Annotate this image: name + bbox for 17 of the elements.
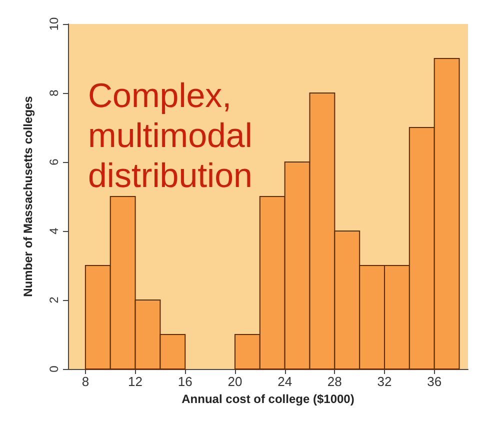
y-tick-label: 8	[47, 89, 61, 96]
y-tick-label: 4	[47, 227, 61, 234]
x-tick-label: 28	[327, 374, 342, 389]
y-tick-label: 6	[47, 158, 61, 166]
x-tick-label: 12	[128, 374, 143, 389]
y-tick-label: 10	[47, 17, 61, 31]
y-tick-label: 2	[47, 296, 61, 304]
annotation: Complex, multimodal distribution	[88, 77, 252, 195]
x-tick-label: 32	[377, 374, 392, 389]
y-axis-title: Number of Massachusetts colleges	[21, 96, 35, 297]
y-tick-label: 0	[47, 365, 61, 372]
x-tick-label: 36	[427, 374, 442, 389]
x-tick-label: 8	[82, 374, 90, 389]
x-tick-label: 16	[178, 374, 192, 389]
x-tick-label: 20	[228, 374, 242, 389]
x-axis-title: Annual cost of college ($1000)	[182, 392, 354, 406]
x-tick-label: 24	[278, 374, 292, 389]
